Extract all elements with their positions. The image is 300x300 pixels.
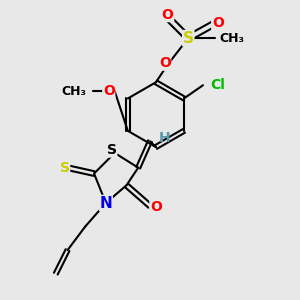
Text: S: S: [107, 143, 117, 157]
Text: Cl: Cl: [210, 78, 225, 92]
Text: O: O: [162, 8, 174, 22]
Text: O: O: [212, 16, 224, 30]
Text: CH₃: CH₃: [219, 32, 244, 45]
Text: O: O: [150, 200, 162, 214]
Text: S: S: [183, 31, 194, 46]
Text: H: H: [159, 131, 170, 145]
Text: CH₃: CH₃: [61, 85, 86, 98]
Text: O: O: [159, 56, 171, 70]
Text: S: S: [60, 161, 70, 175]
Text: O: O: [103, 84, 115, 98]
Text: N: N: [100, 196, 112, 211]
